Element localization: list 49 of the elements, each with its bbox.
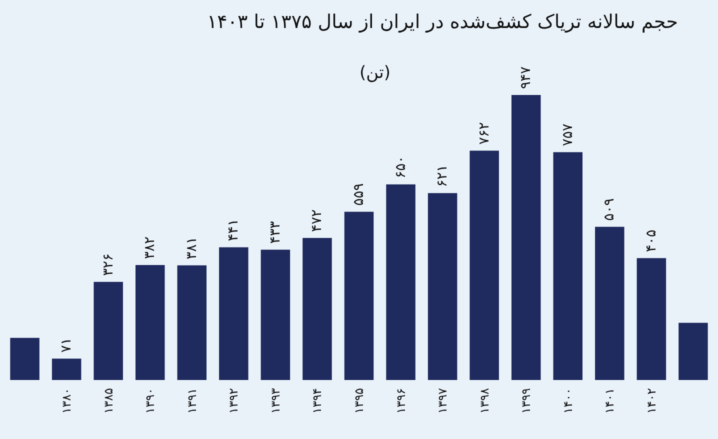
data-label: ۵۰۹: [602, 198, 618, 221]
chart-title: حجم سالانه تریاک کشف‌شده در ایران از سال ۱۳۷۵ تا ۱۴۰۳: [206, 11, 678, 33]
x-tick-label: ۱۳۹۲: [226, 388, 241, 414]
x-tick-label: ۱۴۰۲: [644, 388, 658, 414]
bar: [344, 212, 374, 380]
data-label: ۷۵۷: [560, 123, 576, 146]
bar: [636, 258, 666, 380]
data-label: ۳۲۶: [100, 253, 116, 276]
bar: [553, 152, 582, 380]
x-tick-label: ۱۳۹۸: [477, 387, 492, 414]
bar: [177, 265, 207, 380]
data-label: ۷۶۲: [476, 122, 492, 145]
bar: [94, 282, 123, 380]
x-tick-label: ۱۳۸۵: [101, 388, 116, 414]
data-label: ۳۸۱: [184, 236, 200, 260]
data-label: ۵۵۹: [351, 183, 367, 206]
bar: [219, 247, 248, 380]
data-label: ۴۳۳: [267, 220, 284, 244]
bar: [428, 193, 458, 380]
x-tick-label: ۱۳۹۱: [184, 388, 199, 414]
data-label: ۴۰۵: [643, 230, 660, 252]
bar: [678, 322, 708, 380]
x-tick-label: ۱۴۰۱: [602, 388, 617, 414]
data-label: ۳۸۲: [142, 236, 158, 260]
x-tick-label: ۱۳۸۰: [60, 388, 74, 414]
data-label: ۴۴۱: [226, 218, 242, 242]
x-tick-label: ۱۳۹۴: [310, 388, 324, 414]
bar: [470, 150, 499, 380]
bar: [136, 265, 165, 380]
bar: [260, 250, 290, 380]
data-label: ۴۷۲: [309, 209, 326, 232]
data-label: ۷۱: [58, 338, 75, 353]
bar: [10, 338, 40, 380]
data-label: ۶۵۰: [392, 156, 409, 178]
data-label: ۹۴۷: [518, 66, 534, 89]
x-tick-label: ۱۳۹۹: [519, 388, 534, 414]
chart-subtitle: (تن): [360, 63, 390, 83]
bar: [595, 226, 624, 380]
bar: [511, 95, 541, 380]
x-tick-label: ۱۳۹۰: [143, 388, 158, 414]
bar: [52, 358, 82, 380]
x-tick-label: ۱۴۰۰: [560, 388, 575, 414]
x-tick-label: ۱۳۹۳: [268, 387, 282, 414]
x-tick-label: ۱۳۹۷: [436, 387, 450, 414]
x-tick-label: ۱۳۹۵: [352, 388, 366, 414]
x-tick-label: ۱۳۹۶: [394, 388, 408, 414]
data-label: ۶۲۱: [434, 164, 451, 188]
bar: [386, 184, 416, 380]
bar: [302, 238, 332, 380]
